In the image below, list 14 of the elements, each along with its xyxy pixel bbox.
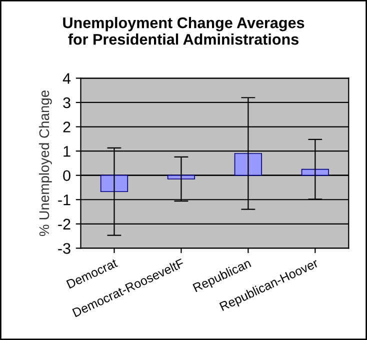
y-axis-title: % Unemployed Change: [38, 90, 52, 236]
bar: [301, 168, 329, 176]
bar: [100, 174, 128, 192]
y-tick-label: 1: [64, 146, 70, 157]
y-tick-label: 0: [63, 170, 70, 182]
y-tick-label: 3: [63, 97, 70, 108]
y-tick-label: -2: [58, 218, 70, 230]
bar: [167, 174, 196, 180]
y-tick-label: -1: [58, 194, 70, 206]
chart-title: Unemployment Change Averages for Presidential Administrations: [63, 17, 304, 45]
bar: [234, 153, 262, 176]
y-tick-label: -3: [58, 243, 70, 254]
y-tick-label: 2: [63, 122, 70, 132]
y-tick-label: 4: [62, 73, 71, 84]
